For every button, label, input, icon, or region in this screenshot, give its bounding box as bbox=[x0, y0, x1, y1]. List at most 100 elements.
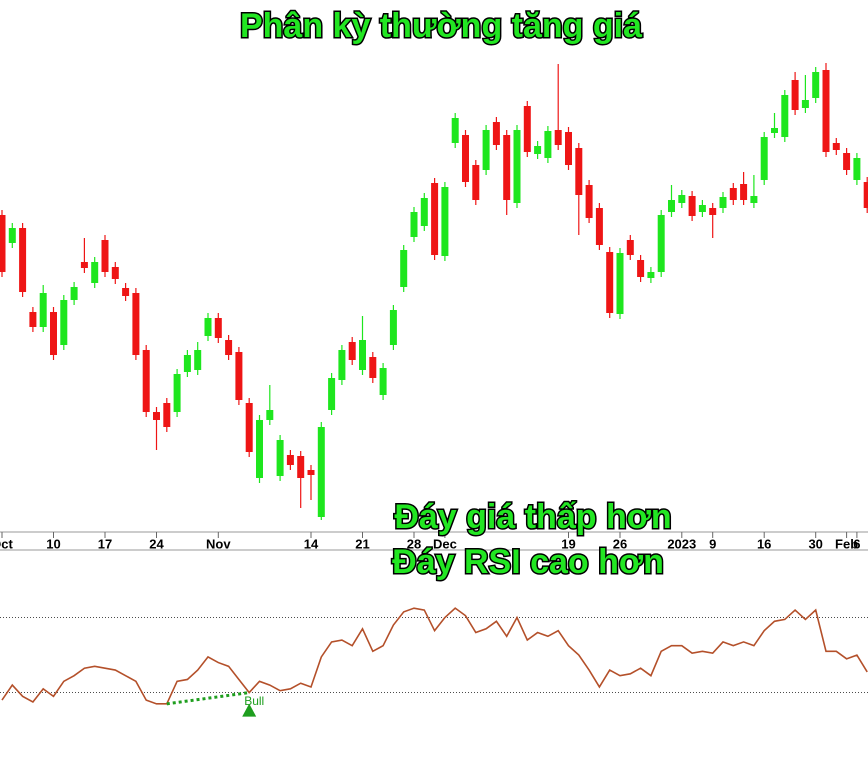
candle-body bbox=[194, 350, 202, 370]
annotation: Đáy RSI cao hơn bbox=[392, 543, 664, 581]
candle-body bbox=[379, 368, 387, 395]
annotation: Đáy giá thấp hơn bbox=[394, 498, 671, 536]
rsi-panel: Bull bbox=[0, 607, 868, 717]
candle-body bbox=[235, 352, 243, 400]
candle-body bbox=[740, 184, 748, 200]
candle-body bbox=[163, 403, 171, 427]
candle-body bbox=[822, 70, 830, 152]
candle-body bbox=[101, 240, 109, 272]
x-tick-label: Dec bbox=[433, 536, 457, 551]
candle-body bbox=[575, 148, 583, 195]
candle-body bbox=[0, 215, 6, 272]
candle-body bbox=[245, 403, 253, 452]
candle-body bbox=[709, 208, 717, 215]
x-tick-label: 30 bbox=[808, 536, 822, 551]
x-tick-label: 2023 bbox=[667, 536, 696, 551]
candle-body bbox=[410, 212, 418, 237]
candle-body bbox=[832, 143, 840, 150]
rsi-line bbox=[1, 607, 868, 705]
candle-body bbox=[19, 228, 27, 292]
candle-body bbox=[80, 262, 88, 268]
candle-body bbox=[328, 378, 336, 410]
x-tick-label: 28 bbox=[407, 536, 421, 551]
candle-body bbox=[812, 72, 820, 98]
candle-body bbox=[142, 350, 150, 412]
candle-body bbox=[554, 130, 562, 145]
candle-body bbox=[626, 240, 634, 255]
x-tick-label: 6 bbox=[853, 536, 860, 551]
x-tick-label: Nov bbox=[206, 536, 231, 551]
candle-body bbox=[585, 185, 593, 218]
candle-body bbox=[513, 130, 521, 203]
x-tick-label: 16 bbox=[757, 536, 771, 551]
candle-body bbox=[668, 200, 675, 212]
candle-body bbox=[266, 410, 274, 420]
candle-body bbox=[771, 128, 778, 133]
candle-body bbox=[420, 198, 428, 226]
candle-body bbox=[637, 260, 645, 277]
x-tick-label: Oct bbox=[0, 536, 14, 551]
candle-body bbox=[565, 132, 572, 165]
candle-body bbox=[606, 252, 614, 313]
divergence-line bbox=[166, 691, 250, 706]
candle-body bbox=[523, 106, 531, 152]
candle-body bbox=[431, 183, 439, 255]
candle-body bbox=[276, 440, 284, 476]
candle-body bbox=[647, 272, 655, 278]
candle-body bbox=[801, 100, 809, 108]
candle-body bbox=[595, 208, 603, 245]
candle-body bbox=[441, 187, 449, 256]
candle-body bbox=[348, 342, 356, 360]
candle-body bbox=[853, 158, 861, 180]
bull-signal-marker bbox=[242, 703, 257, 717]
candle-body bbox=[338, 350, 346, 380]
candle-body bbox=[307, 470, 315, 475]
candle-body bbox=[482, 130, 490, 170]
candle-body bbox=[472, 165, 480, 200]
candle-body bbox=[50, 312, 57, 355]
candle-body bbox=[111, 267, 119, 279]
candle-body bbox=[153, 412, 160, 420]
candle-body bbox=[451, 118, 459, 143]
candle-body bbox=[863, 182, 868, 208]
candle-body bbox=[29, 312, 37, 327]
candle-body bbox=[359, 340, 366, 370]
candle-body bbox=[688, 196, 696, 216]
candle-body bbox=[791, 80, 799, 110]
candle-body bbox=[214, 318, 222, 338]
candle-body bbox=[462, 135, 469, 182]
candle-body bbox=[750, 196, 758, 203]
candle-body bbox=[760, 137, 768, 180]
candle-body bbox=[781, 95, 789, 137]
candle-body bbox=[492, 122, 500, 145]
candle-body bbox=[534, 146, 542, 154]
candle-body bbox=[122, 288, 130, 296]
candle-body bbox=[286, 455, 294, 465]
candle-body bbox=[204, 318, 212, 336]
candle-body bbox=[256, 420, 263, 478]
x-tick-label: 19 bbox=[561, 536, 575, 551]
candle-body bbox=[225, 340, 233, 355]
candle-body bbox=[678, 195, 686, 203]
x-tick-label: 17 bbox=[98, 536, 112, 551]
candle-body bbox=[389, 310, 397, 345]
candle-body bbox=[729, 188, 737, 200]
candle-body bbox=[698, 205, 706, 212]
candle-body bbox=[132, 293, 140, 355]
x-tick-label: Feb bbox=[835, 536, 858, 551]
x-tick-label: 21 bbox=[355, 536, 369, 551]
candle-body bbox=[70, 287, 78, 300]
candle-body bbox=[8, 228, 16, 243]
candle-body bbox=[719, 197, 727, 208]
x-tick-label: 24 bbox=[149, 536, 164, 551]
candle-body bbox=[173, 374, 181, 412]
candle-body bbox=[544, 131, 552, 158]
candle-body bbox=[317, 427, 325, 517]
candle-body bbox=[369, 357, 377, 378]
candle-body bbox=[183, 355, 191, 372]
x-tick-label: 14 bbox=[304, 536, 319, 551]
candle-body bbox=[39, 293, 47, 327]
candle-body bbox=[657, 215, 665, 272]
